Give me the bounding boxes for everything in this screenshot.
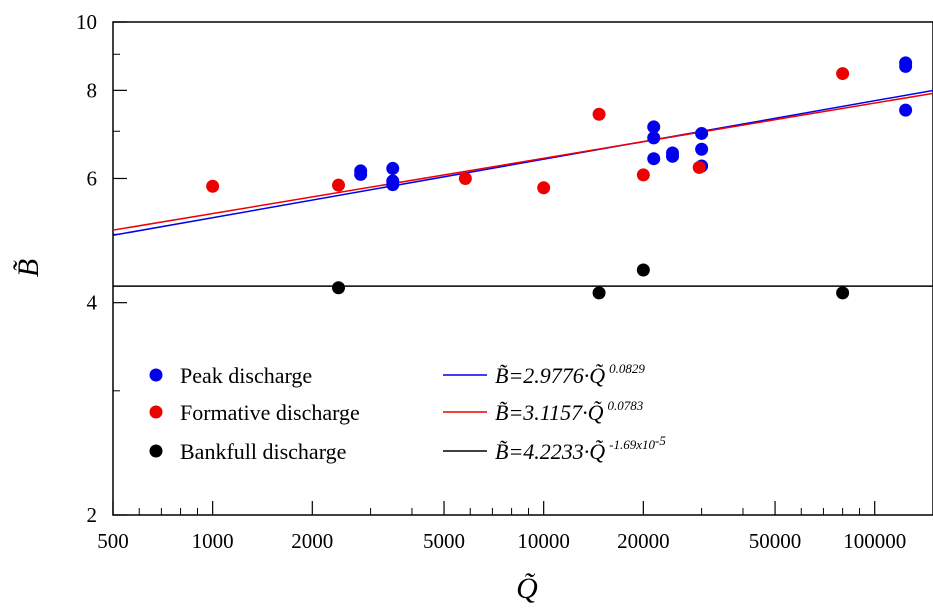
data-point-series-0 [695,142,709,156]
x-tick-label: 1000 [192,529,234,553]
data-point-series-1 [592,107,606,121]
legend-eq-fit-bankfull: B̃=4.2233·Q̃ -1.69x10-5 [495,433,666,464]
x-tick-label: 50000 [749,529,802,553]
data-points [206,56,913,300]
data-point-series-0 [386,178,400,192]
data-point-series-2 [332,281,346,295]
legend-eq-fit-formative: B̃=3.1157·Q̃ 0.0783 [495,398,644,425]
data-point-series-2 [636,263,650,277]
fit-lines [112,89,933,287]
legend-label-bankfull: Bankfull discharge [180,439,346,464]
legend: Peak discharge Formative discharge Bankf… [149,361,666,464]
data-point-series-1 [836,67,850,81]
legend-eq-fit-peak: B̃=2.9776·Q̃ 0.0829 [495,361,645,388]
data-point-series-1 [332,178,346,192]
data-point-series-2 [592,286,606,300]
data-point-series-0 [647,120,661,134]
legend-marker-formative [149,405,163,419]
legend-label-peak: Peak discharge [180,363,312,388]
legend-marker-bankfull [149,444,163,458]
y-tick-label: 10 [76,10,97,34]
data-point-series-1 [537,181,551,195]
x-tick-label: 100000 [843,529,906,553]
data-point-series-0 [647,131,661,145]
fit-line-1 [112,92,933,231]
data-point-series-1 [458,171,472,185]
x-tick-label: 2000 [291,529,333,553]
data-point-series-0 [647,152,661,166]
x-tick-label: 500 [97,529,129,553]
x-tick-label: 5000 [423,529,465,553]
plot-frame [112,21,933,516]
legend-marker-peak [149,368,163,382]
data-point-series-1 [692,160,706,174]
y-tick-label: 2 [87,503,98,527]
data-point-series-0 [666,149,680,163]
data-point-series-2 [836,286,850,300]
data-point-series-0 [386,161,400,175]
data-point-series-0 [354,167,368,181]
data-point-series-0 [899,103,913,117]
data-point-series-0 [899,59,913,73]
x-tick-label: 20000 [617,529,670,553]
y-axis-title: B̃ [12,259,45,277]
data-point-series-1 [636,168,650,182]
data-point-series-0 [695,126,709,140]
y-tick-label: 8 [87,78,98,102]
y-tick-label: 4 [87,291,98,315]
data-point-series-1 [206,179,220,193]
y-tick-label: 6 [87,166,98,190]
x-axis-title: Q̃ [516,572,538,605]
fit-line-0 [112,89,933,237]
x-tick-label: 10000 [517,529,570,553]
axis-ticks: 500 1000 2000 5000 10000 20000 50000 100000 2 4 6 8… [76,10,906,553]
legend-label-formative: Formative discharge [180,400,360,425]
